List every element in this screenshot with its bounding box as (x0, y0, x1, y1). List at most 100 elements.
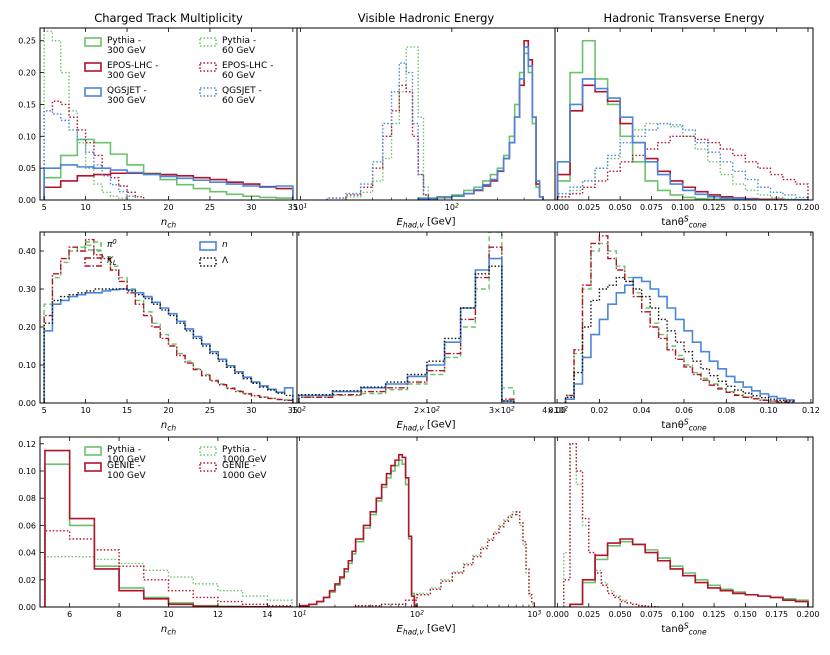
series-qgsjet-60-gev (326, 62, 430, 200)
column-title-3: Hadronic Transverse Energy (604, 11, 765, 25)
x-tick-label: 0.125 (703, 610, 726, 619)
y-tick-label: 0.04 (18, 549, 36, 558)
y-tick-label: 0.40 (18, 247, 36, 256)
series-n (43, 288, 294, 403)
series-genie-100-gev (569, 538, 809, 607)
panel-r3c3: 0.000 0.025 0.050 0.075 0.100 0.125 0.150 0.175… (546, 436, 820, 636)
series-pythia-100-gev (44, 463, 293, 607)
legend-swatch (199, 257, 217, 267)
series-pythia-1000-gev (563, 443, 659, 607)
legend-swatch (199, 462, 217, 472)
legend-label: GENIE -1000 GeV (222, 461, 267, 481)
series-epos-lhc-60-gev (326, 84, 430, 200)
series-n (564, 276, 795, 403)
y-tick-label: 0.08 (18, 494, 36, 503)
plot-frame (39, 231, 298, 404)
y-tick-label: 0.20 (18, 69, 36, 78)
x-tick-label: 20 (163, 203, 173, 212)
y-tick-label: 0.30 (18, 285, 36, 294)
series-genie-1000-gev (44, 530, 293, 607)
x-tick-label: 14 (262, 610, 272, 619)
x-tick-label: 0.02 (591, 406, 609, 415)
x-axis-label: nch (161, 420, 176, 432)
series-pythia-1000-gev (354, 511, 536, 607)
y-tick-label: 0.25 (18, 37, 36, 46)
x-tick-label: 0.000 (546, 610, 569, 619)
y-tick-label: 0.10 (18, 361, 36, 370)
x-axis-label: Ehad,v [GeV] (397, 623, 456, 636)
x-tick-label: 0.050 (609, 203, 632, 212)
series-group (298, 232, 515, 403)
legend-label: Pythia -60 GeV (222, 36, 256, 56)
x-tick-label: 0.175 (765, 610, 788, 619)
x-tick-label: 15 (122, 203, 132, 212)
series-genie-1000-gev (563, 443, 659, 607)
legend-label: GENIE -100 GeV (107, 461, 147, 481)
legend: π0 KL nΛ (84, 238, 229, 267)
series-pythia-60-gev (556, 122, 809, 200)
series-0 (298, 232, 515, 403)
legend-swatch (199, 87, 217, 97)
legend-label: KL (107, 256, 117, 267)
plot-frame (554, 436, 814, 608)
panel-r1c1: 5 10 15 20 25 30 35 0.00 0.05 0.10 0.15 0.20 0.25 nch… (18, 27, 298, 229)
x-tick-label: 0.12 (802, 406, 820, 415)
series-genie-100-gev (298, 453, 418, 607)
legend-label: n (222, 240, 228, 250)
x-tick-label: 3×102 (489, 405, 515, 415)
y-tick-label: 0.02 (18, 576, 36, 585)
legend-label: Λ (222, 256, 229, 266)
series-pythia-300-gev (417, 52, 544, 200)
legend-label: EPOS-LHC -300 GeV (107, 61, 158, 81)
x-tick-label: 25 (205, 406, 215, 415)
series-genie-1000-gev (354, 511, 536, 607)
x-tick-label: 0.06 (675, 406, 693, 415)
legend-swatch (199, 62, 217, 72)
x-tick-label: 0.150 (734, 610, 757, 619)
x-tick-label: 10 (163, 610, 173, 619)
x-tick-label: 101 (293, 202, 307, 212)
x-tick-label: 0.00 (548, 406, 566, 415)
x-tick-label: 0.075 (640, 610, 663, 619)
x-tick-label: 0.025 (577, 610, 600, 619)
x-tick-label: 15 (122, 406, 132, 415)
legend-swatch (84, 462, 102, 472)
x-tick-label: 0.100 (671, 610, 694, 619)
panel-r1c2: 101 102 Ehad,v [GeV] (293, 27, 556, 229)
x-tick-label: 103 (527, 609, 541, 619)
series-qgsjet-300-gev (417, 46, 544, 200)
y-tick-label: 0.00 (18, 603, 36, 612)
x-axis-label: nch (161, 217, 176, 229)
x-tick-label: 102 (445, 202, 459, 212)
x-tick-label: 101 (293, 609, 307, 619)
x-tick-label: 8 (117, 610, 122, 619)
series-pythia-60-gev (43, 30, 128, 200)
x-tick-label: 0.10 (760, 406, 778, 415)
x-tick-label: 0.200 (797, 610, 820, 619)
series-group (564, 235, 795, 403)
series-k-l (298, 246, 515, 403)
series-qgsjet-300-gev (43, 164, 294, 200)
series- (43, 288, 294, 403)
legend-label: QGSJET -60 GeV (222, 86, 262, 106)
series-pythia-100-gev (298, 459, 418, 607)
legend-swatch (199, 37, 217, 47)
panel-r1c3: 0.000 0.025 0.050 0.075 0.100 0.125 0.150 0.175… (546, 27, 819, 229)
plot-frame (554, 231, 814, 404)
legend-swatch (84, 241, 102, 251)
y-tick-label: 0.10 (18, 132, 36, 141)
y-tick-label: 0.20 (18, 323, 36, 332)
series-epos-lhc-300-gev (556, 84, 808, 200)
x-tick-label: 0.175 (765, 203, 788, 212)
x-tick-label: 10 (81, 406, 91, 415)
legend-swatch (84, 87, 102, 97)
column-title-2: Visible Hadronic Energy (358, 11, 495, 25)
x-axis-label: Ehad,v [GeV] (397, 216, 456, 229)
series-qgsjet-60-gev (556, 122, 809, 200)
legend-swatch (84, 37, 102, 47)
legend-swatch (84, 446, 102, 456)
legend-swatch (84, 62, 102, 72)
x-tick-label: 4×102 (542, 405, 568, 415)
x-tick-label: 35 (288, 406, 298, 415)
legend-swatch (84, 257, 102, 267)
